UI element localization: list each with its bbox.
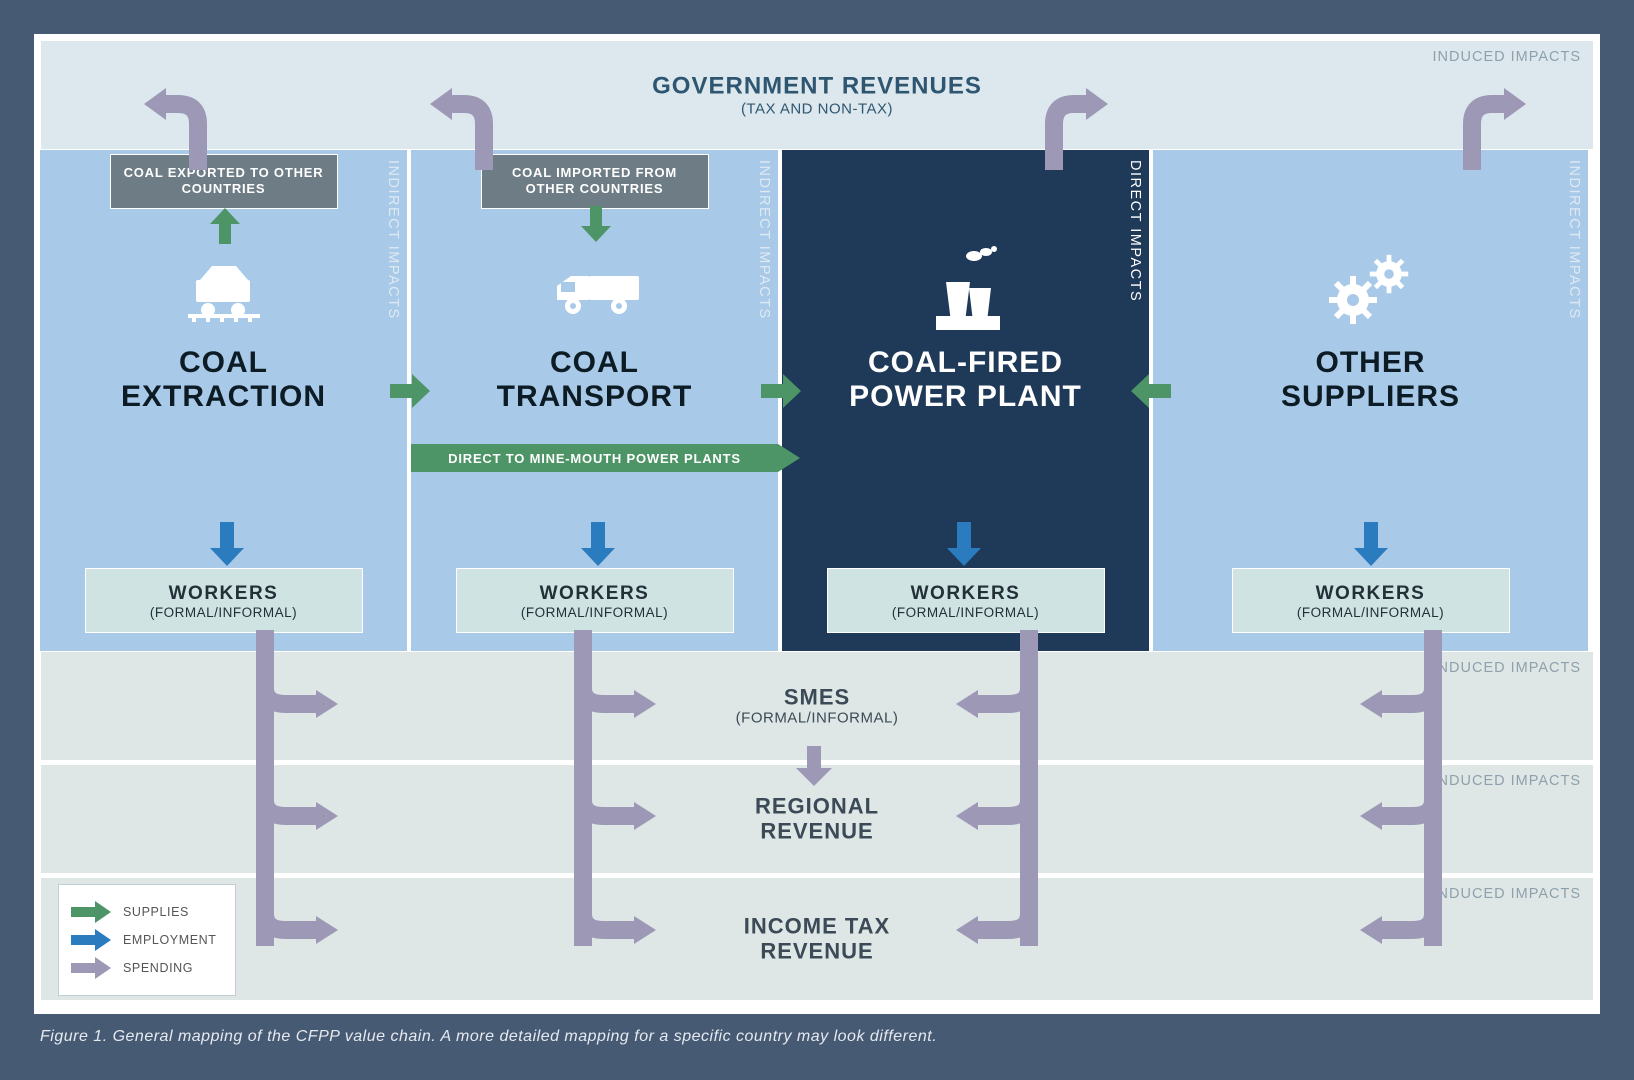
workers-extraction-sub: (FORMAL/INFORMAL) — [94, 605, 354, 620]
transport-title1: COAL — [411, 346, 778, 380]
direct-strip: DIRECT TO MINE-MOUTH POWER PLANTS — [411, 444, 778, 472]
arrow-purple-gov-supp — [1456, 80, 1526, 170]
extraction-title1: COAL — [40, 346, 407, 380]
suppliers-title1: OTHER — [1153, 346, 1588, 380]
direct-strip-arrowhead — [778, 444, 800, 472]
side-label-powerplant: DIRECT IMPACTS — [1127, 160, 1143, 302]
column-powerplant: DIRECT IMPACTS COAL-FIRED POWER PLANT WO… — [782, 150, 1149, 651]
truck-icon — [545, 258, 645, 323]
powerplant-title1: COAL-FIRED — [782, 346, 1149, 380]
diagram-canvas: GOVERNMENT REVENUES (TAX AND NON-TAX) IN… — [34, 34, 1600, 1014]
column-suppliers: INDIRECT IMPACTS — [1153, 150, 1588, 651]
workers-extraction: WORKERS (FORMAL/INFORMAL) — [85, 568, 363, 633]
workers-powerplant: WORKERS (FORMAL/INFORMAL) — [827, 568, 1105, 633]
legend-spending-icon — [71, 957, 111, 979]
legend: SUPPLIES EMPLOYMENT SPENDING — [58, 884, 236, 996]
workers-suppliers-title: WORKERS — [1241, 583, 1501, 605]
arrow-purple-down-supp — [1332, 630, 1442, 962]
page: GOVERNMENT REVENUES (TAX AND NON-TAX) IN… — [0, 0, 1634, 1080]
powerplant-title2: POWER PLANT — [782, 380, 1149, 414]
legend-supplies-label: SUPPLIES — [123, 905, 189, 919]
side-label-extraction: INDIRECT IMPACTS — [385, 160, 401, 320]
mining-cart-icon — [182, 258, 266, 327]
direct-strip-label: DIRECT TO MINE-MOUTH POWER PLANTS — [448, 451, 741, 466]
suppliers-title2: SUPPLIERS — [1153, 380, 1588, 414]
workers-transport-sub: (FORMAL/INFORMAL) — [465, 605, 725, 620]
side-label-suppliers: INDIRECT IMPACTS — [1566, 160, 1582, 320]
workers-suppliers: WORKERS (FORMAL/INFORMAL) — [1232, 568, 1510, 633]
figure-caption: Figure 1. General mapping of the CFPP va… — [40, 1028, 1600, 1046]
workers-powerplant-title: WORKERS — [836, 583, 1096, 605]
arrow-blue-workers-trans — [581, 522, 615, 566]
arrow-green-trans-to-plant — [761, 374, 801, 408]
legend-employment-icon — [71, 929, 111, 951]
gears-icon — [1325, 250, 1417, 335]
gov-revenue-subtitle: (TAX AND NON-TAX) — [41, 100, 1593, 117]
workers-transport: WORKERS (FORMAL/INFORMAL) — [456, 568, 734, 633]
power-plant-icon — [918, 246, 1014, 337]
arrow-purple-smes-to-regional — [796, 746, 832, 786]
imported-box: COAL IMPORTED FROM OTHER COUNTRIES — [481, 154, 709, 209]
legend-employment-label: EMPLOYMENT — [123, 933, 217, 947]
workers-transport-title: WORKERS — [465, 583, 725, 605]
legend-supplies-icon — [71, 901, 111, 923]
gov-revenue-title: GOVERNMENT REVENUES — [41, 73, 1593, 101]
legend-spending-label: SPENDING — [123, 961, 193, 975]
gov-revenue-impact-label: INDUCED IMPACTS — [1433, 49, 1581, 65]
arrow-blue-workers-supp — [1354, 522, 1388, 566]
arrow-green-export-up — [210, 208, 240, 244]
arrow-purple-down-plant — [928, 630, 1038, 962]
gov-revenue-band: GOVERNMENT REVENUES (TAX AND NON-TAX) IN… — [40, 40, 1594, 150]
arrow-purple-gov-ext — [144, 80, 214, 170]
arrow-purple-down-ext — [256, 630, 366, 962]
workers-powerplant-sub: (FORMAL/INFORMAL) — [836, 605, 1096, 620]
regional-impact-label: INDUCED IMPACTS — [1433, 773, 1581, 789]
arrow-purple-down-trans — [574, 630, 684, 962]
arrow-purple-gov-plant — [1038, 80, 1108, 170]
arrow-green-import-down — [581, 206, 611, 242]
transport-title2: TRANSPORT — [411, 380, 778, 414]
workers-extraction-title: WORKERS — [94, 583, 354, 605]
smes-impact-label: INDUCED IMPACTS — [1433, 660, 1581, 676]
arrow-blue-workers-ext — [210, 522, 244, 566]
workers-suppliers-sub: (FORMAL/INFORMAL) — [1241, 605, 1501, 620]
side-label-transport: INDIRECT IMPACTS — [756, 160, 772, 320]
extraction-title2: EXTRACTION — [40, 380, 407, 414]
arrow-purple-gov-trans — [430, 80, 500, 170]
arrow-green-ext-to-trans — [390, 374, 430, 408]
arrow-blue-workers-plant — [947, 522, 981, 566]
arrow-green-supp-to-plant — [1131, 374, 1171, 408]
income-impact-label: INDUCED IMPACTS — [1433, 886, 1581, 902]
